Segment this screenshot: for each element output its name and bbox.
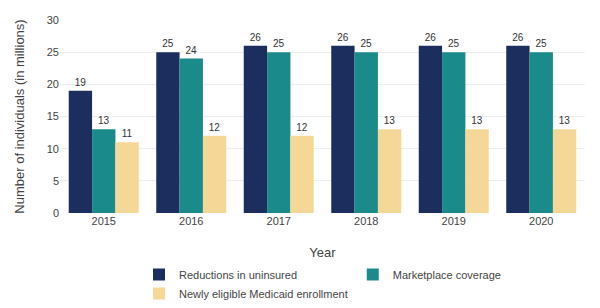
svg-text:0: 0 <box>53 207 59 219</box>
svg-text:2016: 2016 <box>179 215 203 227</box>
svg-text:Number of individuals (in mill: Number of individuals (in millions) <box>12 19 27 213</box>
svg-text:25: 25 <box>448 38 460 49</box>
svg-text:25: 25 <box>360 38 372 49</box>
svg-text:13: 13 <box>384 115 396 126</box>
svg-text:20: 20 <box>47 78 59 90</box>
svg-text:25: 25 <box>535 38 547 49</box>
svg-text:12: 12 <box>296 122 308 133</box>
svg-text:24: 24 <box>185 45 197 56</box>
svg-text:12: 12 <box>209 122 221 133</box>
svg-text:Year: Year <box>309 245 336 260</box>
svg-text:26: 26 <box>250 32 262 43</box>
svg-text:30: 30 <box>47 14 59 26</box>
svg-text:2017: 2017 <box>267 215 291 227</box>
svg-text:25: 25 <box>273 38 285 49</box>
svg-text:10: 10 <box>47 143 59 155</box>
svg-text:13: 13 <box>559 115 571 126</box>
svg-text:25: 25 <box>162 38 174 49</box>
svg-text:2015: 2015 <box>92 215 116 227</box>
svg-text:Newly eligible Medicaid enroll: Newly eligible Medicaid enrollment <box>179 288 348 300</box>
svg-text:Reductions in uninsured: Reductions in uninsured <box>179 269 297 281</box>
svg-text:25: 25 <box>47 46 59 58</box>
svg-text:5: 5 <box>53 175 59 187</box>
svg-text:2020: 2020 <box>529 215 553 227</box>
svg-text:13: 13 <box>98 115 110 126</box>
svg-text:26: 26 <box>425 32 437 43</box>
svg-text:2018: 2018 <box>354 215 378 227</box>
svg-text:11: 11 <box>122 128 133 139</box>
svg-text:2019: 2019 <box>442 215 466 227</box>
svg-text:Marketplace coverage: Marketplace coverage <box>393 269 501 281</box>
svg-text:15: 15 <box>47 110 59 122</box>
svg-text:19: 19 <box>75 77 87 88</box>
svg-text:13: 13 <box>471 115 483 126</box>
svg-text:26: 26 <box>512 32 524 43</box>
svg-text:26: 26 <box>337 32 349 43</box>
